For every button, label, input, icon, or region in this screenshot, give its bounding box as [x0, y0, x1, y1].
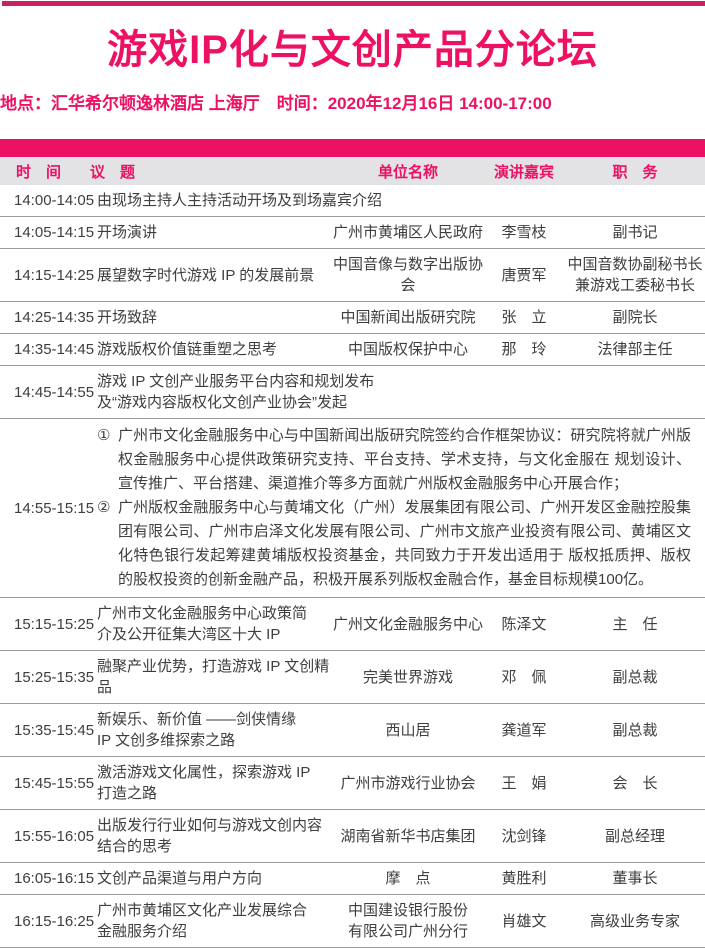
- time-cell: 14:25-14:35: [0, 301, 94, 334]
- organization-cell: 中国音像与数字出版协会: [333, 248, 483, 302]
- agenda-row: 15:55-16:05 出版发行行业如何与游戏文创内容结合的思考 湖南省新华书店集团…: [0, 809, 705, 863]
- time-cell: 14:35-14:45: [0, 333, 94, 366]
- agenda-row: 14:35-14:45 游戏版权价值链重塑之思考 中国版权保护中心那 玲法律部主任: [0, 333, 705, 366]
- speaker-cell: 龚道军: [483, 703, 565, 757]
- position-cell: 高级业务专家: [565, 894, 705, 948]
- agenda-row: 14:00-14:05 由现场主持人主持活动开场及到场嘉宾介绍: [0, 185, 705, 217]
- organization-cell: 完美世界游戏: [333, 650, 483, 704]
- organization-cell: 广州市游戏行业协会: [333, 756, 483, 810]
- speaker-cell: 李雪枝: [483, 216, 565, 249]
- time-cell: 14:00-14:05: [0, 185, 94, 217]
- topic-cell: 出版发行行业如何与游戏文创内容结合的思考: [90, 809, 333, 863]
- column-header-speaker: 演讲嘉宾: [483, 157, 565, 185]
- agenda-row: 15:15-15:25 广州市文化金融服务中心政策简 介及公开征集大湾区十大 IP…: [0, 597, 705, 651]
- topic-cell: 游戏 IP 文创产业服务平台内容和规划发布 及“游戏内容版权化文创产业协会”发起: [90, 365, 705, 419]
- agreement-details-cell: ① 广州市文化金融服务中心与中国新闻出版研究院签约合作框架协议：研究院将就广州版权…: [90, 418, 705, 598]
- time-cell: 14:05-14:15: [0, 216, 94, 249]
- agenda-row: 14:15-14:25 展望数字时代游戏 IP 的发展前景 中国音像与数字出版协会唐…: [0, 248, 705, 302]
- topic-cell: 广州市文化金融服务中心政策简 介及公开征集大湾区十大 IP: [90, 597, 333, 651]
- time-cell: 14:15-14:25: [0, 248, 94, 302]
- agenda-row: 15:45-15:55 激活游戏文化属性，探索游戏 IP 打造之路 广州市游戏行业协…: [0, 756, 705, 810]
- agenda-row: 14:05-14:15 开场演讲 广州市黄埔区人民政府 李雪枝 副书记: [0, 216, 705, 249]
- agenda-row: 16:15-16:25 广州市黄埔区文化产业发展综合 金融服务介绍 中国建设银行股份…: [0, 894, 705, 948]
- list-item-text: 广州版权金融服务中心与黄埔文化（广州）发展集团有限公司、广州开发区金融控股集团有…: [118, 499, 691, 588]
- position-cell: 副书记: [565, 216, 705, 249]
- position-cell: 副总裁: [565, 703, 705, 757]
- time-cell: 15:35-15:45: [0, 703, 94, 757]
- position-cell: 法律部主任: [565, 333, 705, 366]
- top-accent-bar: [2, 1, 705, 6]
- organization-cell: 中国建设银行股份 有限公司广州分行: [333, 894, 483, 948]
- organization-cell: 中国版权保护中心: [333, 333, 483, 366]
- column-header-position: 职 务: [565, 157, 705, 185]
- agenda-table-header: 时 间 议 题 单位名称 演讲嘉宾 职 务: [0, 157, 705, 185]
- topic-cell: 游戏版权价值链重塑之思考: [90, 333, 333, 366]
- organization-cell: 广州文化金融服务中心: [333, 597, 483, 651]
- topic-cell: 展望数字时代游戏 IP 的发展前景: [90, 248, 333, 302]
- time-cell: 15:25-15:35: [0, 650, 94, 704]
- speaker-cell: 唐贾军: [483, 248, 565, 302]
- time-cell: 15:55-16:05: [0, 809, 94, 863]
- position-cell: 主 任: [565, 597, 705, 651]
- speaker-cell: 张 立: [483, 301, 565, 334]
- agenda-table: 时 间 议 题 单位名称 演讲嘉宾 职 务 14:00-14:05 由现场主持人主…: [0, 157, 705, 948]
- topic-cell: 新娱乐、新价值 ——剑侠情缘 IP 文创多维探索之路: [90, 703, 333, 757]
- agenda-row: 14:45-14:55 游戏 IP 文创产业服务平台内容和规划发布 及“游戏内容版…: [0, 365, 705, 419]
- agenda-table-body: 14:00-14:05 由现场主持人主持活动开场及到场嘉宾介绍 14:05-14:1…: [0, 185, 705, 948]
- speaker-cell: 肖雄文: [483, 894, 565, 948]
- speaker-cell: 那 玲: [483, 333, 565, 366]
- position-cell: 中国音数协副秘书长 兼游戏工委秘书长: [565, 248, 705, 302]
- time-cell: 14:55-15:15: [0, 418, 94, 598]
- organization-cell: 广州市黄埔区人民政府: [333, 216, 483, 249]
- list-item-marker: ①: [97, 427, 111, 444]
- position-cell: 副总裁: [565, 650, 705, 704]
- topic-cell: 广州市黄埔区文化产业发展综合 金融服务介绍: [90, 894, 333, 948]
- agenda-row: 15:25-15:35 融聚产业优势，打造游戏 IP 文创精品 完美世界游戏邓 佩副…: [0, 650, 705, 704]
- list-item-marker: ②: [97, 499, 111, 516]
- topic-cell: 激活游戏文化属性，探索游戏 IP 打造之路: [90, 756, 333, 810]
- accent-band: [0, 139, 705, 157]
- position-cell: 会 长: [565, 756, 705, 810]
- speaker-cell: 沈剑锋: [483, 809, 565, 863]
- time-cell: 16:15-16:25: [0, 894, 94, 948]
- position-cell: 副院长: [565, 301, 705, 334]
- list-item: ① 广州市文化金融服务中心与中国新闻出版研究院签约合作框架协议：研究院将就广州版权…: [97, 424, 691, 496]
- agenda-row: 15:35-15:45 新娱乐、新价值 ——剑侠情缘 IP 文创多维探索之路 西山居…: [0, 703, 705, 757]
- column-header-time: 时 间: [0, 157, 90, 185]
- speaker-cell: 陈泽文: [483, 597, 565, 651]
- topic-cell: 开场演讲: [90, 216, 333, 249]
- page-title: 游戏IP化与文创产品分论坛: [107, 28, 598, 72]
- time-cell: 15:45-15:55: [0, 756, 94, 810]
- organization-cell: 湖南省新华书店集团: [333, 809, 483, 863]
- agenda-row: 14:25-14:35 开场致辞 中国新闻出版研究院张 立副院长: [0, 301, 705, 334]
- organization-cell: 西山居: [333, 703, 483, 757]
- time-cell: 15:15-15:25: [0, 597, 94, 651]
- position-cell: 副总经理: [565, 809, 705, 863]
- speaker-cell: 王 娟: [483, 756, 565, 810]
- event-meta: 地点：汇华希尔顿逸林酒店 上海厅 时间：2020年12月16日 14:00-17…: [0, 94, 552, 113]
- column-header-organization: 单位名称: [333, 157, 483, 185]
- list-item: ② 广州版权金融服务中心与黄埔文化（广州）发展集团有限公司、广州开发区金融控股集团…: [97, 496, 691, 592]
- speaker-cell: 邓 佩: [483, 650, 565, 704]
- time-cell: 14:45-14:55: [0, 365, 94, 419]
- column-header-topic: 议 题: [90, 157, 333, 185]
- topic-cell: 由现场主持人主持活动开场及到场嘉宾介绍: [90, 185, 705, 217]
- organization-cell: 中国新闻出版研究院: [333, 301, 483, 334]
- list-item-text: 广州市文化金融服务中心与中国新闻出版研究院签约合作框架协议：研究院将就广州版权金…: [118, 427, 691, 492]
- topic-cell: 融聚产业优势，打造游戏 IP 文创精品: [90, 650, 333, 704]
- agenda-row: 14:55-15:15 ① 广州市文化金融服务中心与中国新闻出版研究院签约合作框架协…: [0, 418, 705, 598]
- topic-cell: 开场致辞: [90, 301, 333, 334]
